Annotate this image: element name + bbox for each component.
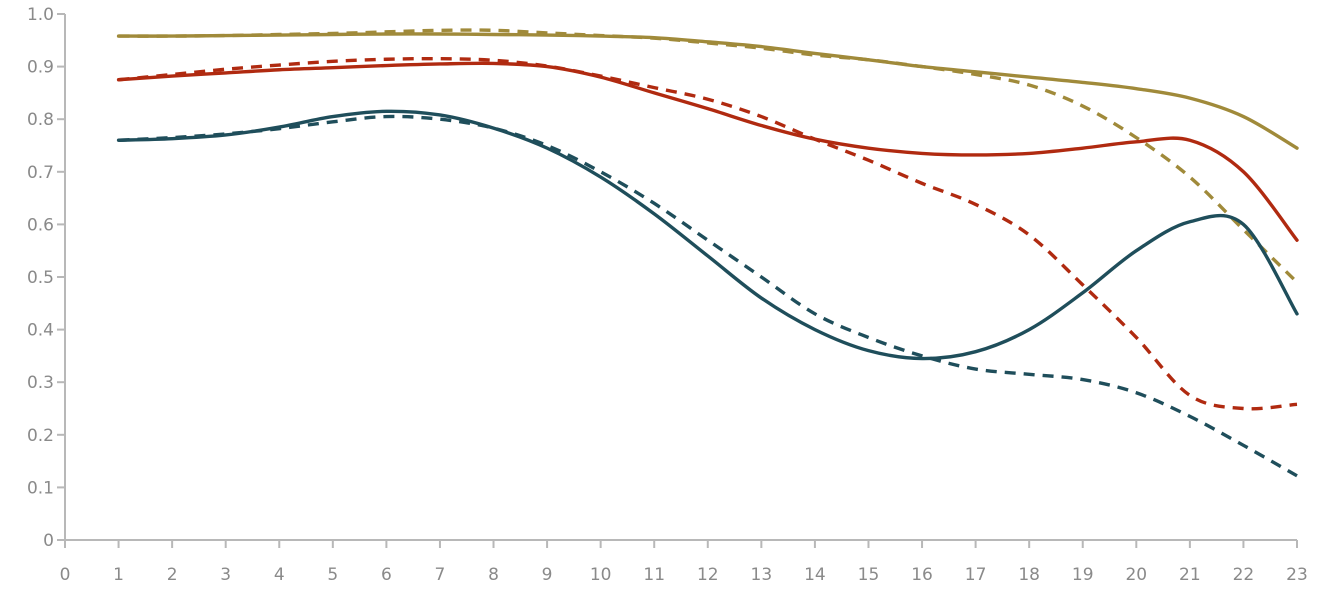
y-tick-label: 0.2 [27,426,54,446]
y-tick-label: 0.3 [27,373,54,393]
y-tick-label: 0.8 [27,110,54,130]
y-tick-label: 0.4 [27,321,54,341]
x-tick-label: 8 [488,565,499,585]
x-tick-label: 2 [167,565,178,585]
x-tick-label: 20 [1125,565,1147,585]
x-tick-label: 7 [435,565,446,585]
x-tick-label: 14 [804,565,826,585]
x-tick-label: 1 [113,565,124,585]
y-tick-label: 0.7 [27,163,54,183]
y-axis: 0 0.1 0.2 0.3 0.4 0.5 0.6 0.7 0.8 0.9 1.0 [27,5,66,551]
y-tick-label: 1.0 [27,5,54,25]
x-tick-label: 4 [274,565,285,585]
x-tick-label: 19 [1072,565,1094,585]
x-tick-label: 6 [381,565,392,585]
x-tick-label: 9 [542,565,553,585]
x-tick-label: 10 [590,565,612,585]
x-tick-label: 23 [1286,565,1308,585]
x-tick-label: 18 [1018,565,1040,585]
x-tick-label: 21 [1179,565,1201,585]
series-line-4 [118,56,1298,411]
series-lines [116,28,1299,478]
series-line-6 [118,114,1298,478]
y-tick-label: 0.1 [27,478,54,498]
y-tick-label: 0.9 [27,58,54,78]
y-tick-label: 0 [43,531,54,551]
x-axis: 0 1 2 3 4 5 6 7 8 9 10 11 12 13 14 15 16 17 18 19 20 21 22 23 [60,539,1308,585]
x-tick-label: 22 [1233,565,1255,585]
series-line-1 [116,32,1299,150]
y-tick-label: 0.6 [27,215,54,235]
x-tick-label: 15 [858,565,880,585]
series-line-3 [116,61,1299,242]
x-tick-label: 16 [911,565,933,585]
x-tick-label: 13 [751,565,773,585]
y-tick-label: 0.5 [27,268,54,288]
x-tick-label: 0 [60,565,71,585]
x-tick-label: 12 [697,565,719,585]
x-tick-label: 3 [220,565,231,585]
x-tick-label: 5 [327,565,338,585]
x-tick-label: 11 [643,565,665,585]
series-line-5 [116,109,1299,361]
x-tick-label: 17 [965,565,987,585]
